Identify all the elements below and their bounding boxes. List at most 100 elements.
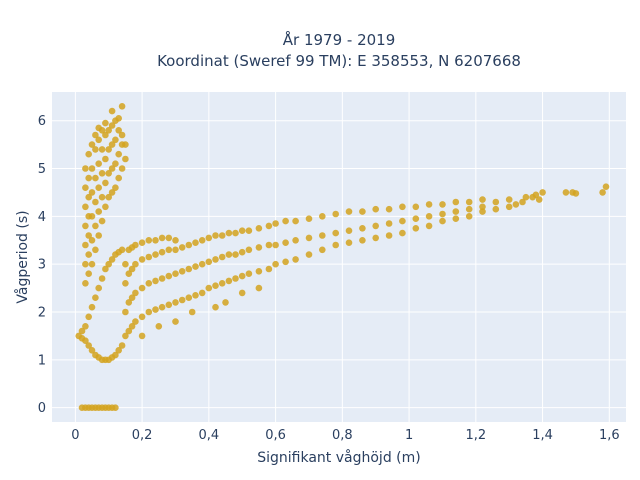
data-point — [138, 332, 146, 340]
data-point — [165, 246, 173, 254]
data-point — [172, 246, 179, 254]
data-point — [172, 237, 179, 244]
data-point — [138, 284, 146, 292]
data-point — [82, 203, 89, 211]
data-point — [272, 220, 279, 227]
data-point — [255, 244, 263, 251]
data-point — [519, 198, 526, 206]
data-point — [359, 208, 366, 215]
data-point — [128, 323, 136, 330]
data-point — [532, 191, 540, 199]
data-point — [158, 275, 166, 282]
data-point — [122, 308, 129, 316]
data-point — [122, 260, 129, 268]
data-point — [599, 189, 606, 196]
data-point — [372, 234, 380, 242]
data-point — [108, 256, 116, 263]
data-point — [178, 244, 186, 251]
data-point — [192, 239, 199, 246]
data-point — [92, 294, 99, 302]
data-point — [198, 260, 206, 268]
data-point — [319, 213, 326, 220]
data-point — [305, 215, 313, 222]
data-point — [92, 198, 99, 206]
data-point — [412, 225, 420, 232]
data-point — [479, 203, 486, 211]
data-point — [178, 268, 186, 275]
x-tick-label: 1 — [405, 428, 413, 443]
x-tick-label: 0 — [71, 428, 79, 443]
data-point — [82, 241, 89, 249]
data-point — [522, 193, 530, 201]
data-point — [292, 237, 299, 244]
data-point — [152, 277, 159, 285]
data-point — [122, 280, 129, 287]
data-point — [118, 246, 126, 254]
y-tick-label: 3 — [38, 258, 46, 273]
data-point — [145, 253, 153, 261]
data-point — [102, 265, 109, 273]
data-point — [138, 239, 146, 246]
data-point — [399, 217, 406, 225]
data-point — [345, 239, 353, 246]
data-point — [122, 332, 129, 340]
data-point — [282, 239, 289, 246]
data-point — [245, 227, 253, 234]
data-point — [479, 208, 486, 215]
data-point — [222, 299, 229, 306]
data-point — [245, 246, 253, 254]
chart-title-line1: År 1979 - 2019 — [283, 30, 396, 49]
x-tick-label: 0,8 — [332, 428, 353, 443]
data-point — [132, 241, 139, 249]
data-point — [88, 141, 96, 148]
data-point — [172, 318, 179, 325]
data-point — [118, 103, 126, 110]
x-tick-label: 1,4 — [532, 428, 553, 443]
x-tick-label: 1,6 — [599, 428, 620, 443]
data-point — [412, 203, 420, 211]
data-point — [158, 303, 166, 311]
data-point — [88, 347, 96, 354]
x-axis-ticks: 0 0,2 0,4 0,6 0,8 1 1,2 1,4 1,6 — [71, 428, 619, 443]
data-point — [98, 275, 106, 282]
data-point — [238, 248, 246, 256]
data-point — [319, 232, 326, 239]
data-point — [98, 146, 106, 153]
data-point — [292, 217, 299, 225]
data-point — [602, 183, 610, 190]
data-point — [105, 170, 112, 177]
y-axis-title: Vågperiod (s) — [14, 210, 31, 303]
data-point — [118, 342, 126, 349]
data-point — [505, 203, 513, 211]
data-point — [88, 189, 96, 196]
data-point — [122, 155, 129, 163]
data-point — [465, 205, 473, 213]
data-point — [332, 241, 340, 249]
data-point — [132, 289, 139, 297]
data-point — [465, 198, 473, 206]
data-point — [238, 227, 246, 234]
data-point — [385, 205, 393, 213]
data-point — [125, 270, 133, 278]
data-point — [85, 313, 92, 321]
y-tick-label: 6 — [38, 114, 46, 129]
data-point — [112, 404, 119, 412]
data-point — [505, 196, 513, 203]
data-point — [98, 217, 106, 225]
data-point — [185, 294, 193, 302]
data-point — [385, 232, 393, 239]
data-point — [125, 299, 133, 306]
data-point — [372, 222, 380, 230]
data-point — [115, 115, 122, 122]
data-point — [108, 122, 116, 129]
data-point — [125, 327, 133, 335]
data-point — [102, 179, 109, 187]
data-point — [152, 306, 159, 313]
data-point — [185, 265, 193, 273]
data-point — [372, 205, 380, 213]
data-point — [95, 232, 102, 239]
data-point — [82, 280, 89, 287]
data-point — [82, 323, 89, 330]
data-point — [225, 277, 233, 285]
data-point — [292, 256, 299, 263]
